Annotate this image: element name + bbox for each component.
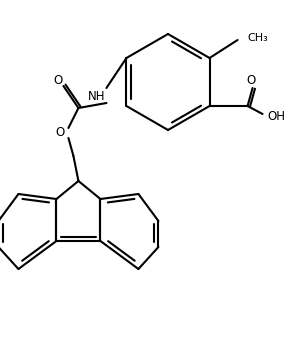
- Text: NH: NH: [88, 89, 105, 102]
- Text: CH₃: CH₃: [248, 33, 268, 43]
- Text: O: O: [54, 74, 63, 87]
- Text: OH: OH: [268, 109, 286, 122]
- Text: O: O: [56, 126, 65, 139]
- Text: O: O: [246, 73, 255, 86]
